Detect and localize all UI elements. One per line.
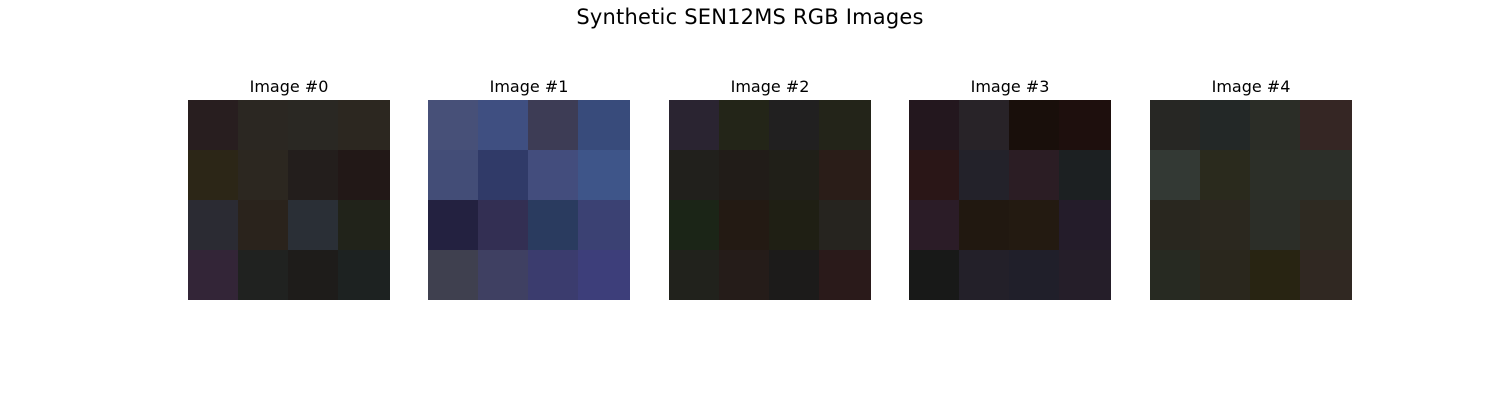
image-pixel-r1-c2 <box>288 150 338 200</box>
image-pixel-r1-c0 <box>909 150 959 200</box>
image-pixel-r0-c1 <box>478 100 528 150</box>
image-pixel-r1-c2 <box>528 150 578 200</box>
image-pixel-r0-c2 <box>1009 100 1059 150</box>
rgb-image <box>669 100 871 300</box>
image-pixel-r1-c0 <box>1150 150 1200 200</box>
image-pixel-r3-c2 <box>769 250 819 300</box>
image-pixel-r1-c1 <box>719 150 769 200</box>
image-pixel-r2-c2 <box>1009 200 1059 250</box>
image-pixel-r1-c0 <box>669 150 719 200</box>
image-pixel-r3-c3 <box>819 250 871 300</box>
image-pixel-r2-c1 <box>719 200 769 250</box>
image-pixel-r0-c2 <box>769 100 819 150</box>
image-pixel-r2-c0 <box>1150 200 1200 250</box>
image-pixel-r2-c1 <box>238 200 288 250</box>
image-pixel-r0-c2 <box>288 100 338 150</box>
image-pixel-r2-c0 <box>669 200 719 250</box>
image-pixel-r1-c3 <box>1059 150 1111 200</box>
image-pixel-r3-c0 <box>909 250 959 300</box>
image-pixel-r2-c2 <box>769 200 819 250</box>
image-title: Image #2 <box>730 77 810 96</box>
rgb-image <box>428 100 630 300</box>
image-pixel-r1-c1 <box>238 150 288 200</box>
image-title: Image #4 <box>1211 77 1291 96</box>
image-pixel-r2-c0 <box>428 200 478 250</box>
image-pixel-r3-c2 <box>528 250 578 300</box>
image-pixel-r0-c0 <box>909 100 959 150</box>
image-pixel-r0-c3 <box>1059 100 1111 150</box>
image-pixel-r1-c2 <box>769 150 819 200</box>
image-pixel-r1-c2 <box>1250 150 1300 200</box>
image-pixel-r3-c3 <box>578 250 630 300</box>
image-pixel-r1-c3 <box>578 150 630 200</box>
image-pixel-r1-c1 <box>1200 150 1250 200</box>
image-pixel-r2-c3 <box>1059 200 1111 250</box>
image-pixel-r2-c2 <box>528 200 578 250</box>
image-pixel-r0-c0 <box>669 100 719 150</box>
image-panel-2: Image #2 <box>669 76 871 300</box>
image-pixel-r1-c2 <box>1009 150 1059 200</box>
image-pixel-r0-c3 <box>578 100 630 150</box>
image-panel-1: Image #1 <box>428 76 630 300</box>
image-pixel-r2-c1 <box>1200 200 1250 250</box>
image-pixel-r3-c0 <box>1150 250 1200 300</box>
image-title: Image #3 <box>970 77 1050 96</box>
image-pixel-r3-c2 <box>288 250 338 300</box>
image-pixel-r0-c1 <box>719 100 769 150</box>
image-pixel-r3-c1 <box>719 250 769 300</box>
image-pixel-r1-c3 <box>338 150 390 200</box>
image-pixel-r1-c3 <box>1300 150 1352 200</box>
image-pixel-r1-c0 <box>428 150 478 200</box>
image-pixel-r0-c0 <box>1150 100 1200 150</box>
image-pixel-r0-c2 <box>1250 100 1300 150</box>
image-pixel-r3-c3 <box>338 250 390 300</box>
figure-title: Synthetic SEN12MS RGB Images <box>576 5 924 29</box>
image-pixel-r0-c0 <box>428 100 478 150</box>
image-pixel-r0-c1 <box>1200 100 1250 150</box>
image-panel-4: Image #4 <box>1150 76 1352 300</box>
image-pixel-r0-c2 <box>528 100 578 150</box>
image-pixel-r3-c3 <box>1059 250 1111 300</box>
rgb-image <box>909 100 1111 300</box>
image-title: Image #0 <box>249 77 329 96</box>
image-pixel-r0-c3 <box>1300 100 1352 150</box>
image-pixel-r2-c3 <box>338 200 390 250</box>
image-pixel-r2-c0 <box>188 200 238 250</box>
rgb-image <box>188 100 390 300</box>
image-pixel-r3-c1 <box>959 250 1009 300</box>
image-pixel-r3-c1 <box>238 250 288 300</box>
image-pixel-r1-c1 <box>478 150 528 200</box>
image-pixel-r1-c1 <box>959 150 1009 200</box>
image-pixel-r0-c1 <box>238 100 288 150</box>
image-pixel-r3-c2 <box>1009 250 1059 300</box>
image-panel-3: Image #3 <box>909 76 1111 300</box>
image-pixel-r0-c1 <box>959 100 1009 150</box>
image-pixel-r3-c0 <box>188 250 238 300</box>
image-pixel-r3-c1 <box>1200 250 1250 300</box>
rgb-image <box>1150 100 1352 300</box>
image-pixel-r0-c0 <box>188 100 238 150</box>
image-pixel-r3-c3 <box>1300 250 1352 300</box>
image-pixel-r1-c3 <box>819 150 871 200</box>
image-pixel-r2-c1 <box>959 200 1009 250</box>
image-pixel-r1-c0 <box>188 150 238 200</box>
image-pixel-r3-c2 <box>1250 250 1300 300</box>
image-pixel-r3-c1 <box>478 250 528 300</box>
image-pixel-r2-c3 <box>578 200 630 250</box>
image-pixel-r2-c0 <box>909 200 959 250</box>
image-pixel-r0-c3 <box>819 100 871 150</box>
image-title: Image #1 <box>489 77 569 96</box>
image-pixel-r2-c1 <box>478 200 528 250</box>
image-pixel-r0-c3 <box>338 100 390 150</box>
image-pixel-r2-c3 <box>1300 200 1352 250</box>
image-panel-0: Image #0 <box>188 76 390 300</box>
image-pixel-r3-c0 <box>669 250 719 300</box>
image-pixel-r2-c2 <box>1250 200 1300 250</box>
image-pixel-r2-c2 <box>288 200 338 250</box>
image-pixel-r2-c3 <box>819 200 871 250</box>
image-pixel-r3-c0 <box>428 250 478 300</box>
